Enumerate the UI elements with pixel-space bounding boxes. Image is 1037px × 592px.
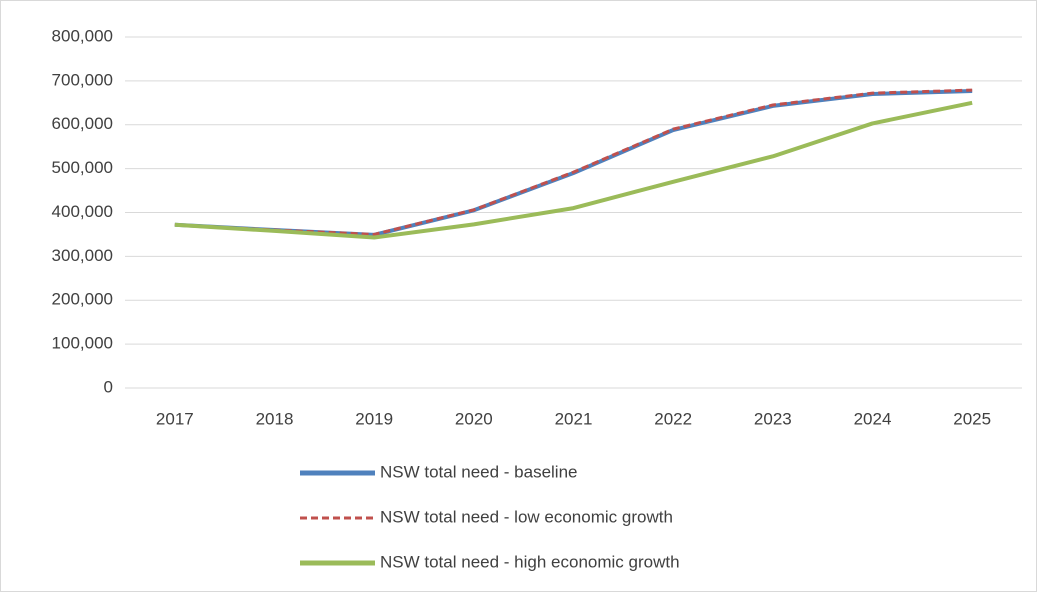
- x-tick-label: 2019: [355, 409, 393, 428]
- y-tick-label: 100,000: [52, 334, 113, 353]
- y-tick-label: 300,000: [52, 246, 113, 265]
- x-tick-label: 2025: [953, 409, 991, 428]
- y-tick-label: 700,000: [52, 70, 113, 89]
- y-tick-label: 500,000: [52, 158, 113, 177]
- y-tick-label: 600,000: [52, 114, 113, 133]
- y-tick-label: 400,000: [52, 202, 113, 221]
- x-tick-label: 2024: [854, 409, 892, 428]
- legend-label: NSW total need - baseline: [380, 462, 578, 481]
- y-tick-label: 0: [104, 377, 113, 396]
- legend-label: NSW total need - low economic growth: [380, 507, 673, 526]
- x-tick-label: 2021: [555, 409, 593, 428]
- x-tick-label: 2017: [156, 409, 194, 428]
- x-tick-label: 2018: [256, 409, 294, 428]
- y-tick-label: 200,000: [52, 290, 113, 309]
- x-tick-label: 2023: [754, 409, 792, 428]
- series-line: [174, 100, 973, 240]
- x-tick-label: 2020: [455, 409, 493, 428]
- y-tick-label: 800,000: [52, 26, 113, 45]
- legend-label: NSW total need - high economic growth: [380, 552, 680, 571]
- x-tick-label: 2022: [654, 409, 692, 428]
